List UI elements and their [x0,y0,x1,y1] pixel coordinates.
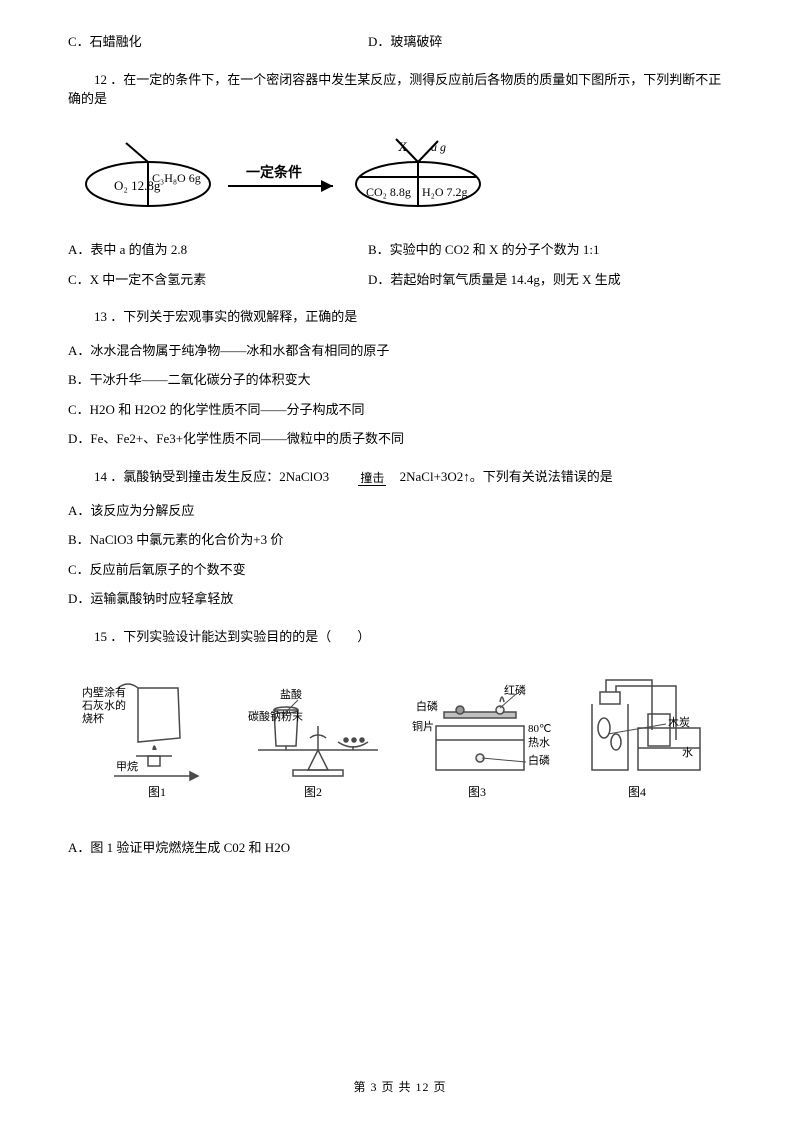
q14-opt-a: A．该反应为分解反应 [68,501,732,521]
d-right-co2: CO₂ 8.8g [366,185,411,199]
q14-opt-d: D．运输氯酸钠时应轻拿轻放 [68,589,732,609]
fig3-icon [436,697,524,770]
q14-stem: 14 ．氯酸钠受到撞击发生反应：2NaClO3 撞击 2NaCl+3O2↑。下列… [68,467,732,487]
f2-t1: 盐酸 [280,687,302,701]
d-arrow-label: 一定条件 [246,164,302,181]
frac-bot [389,471,396,485]
d-right-h2o: H₂O 7.2g [422,185,468,199]
q13-number: 13 ． [94,309,123,324]
f3-t5: 白磷 [528,753,550,767]
f1-t2: 石灰水的 [82,698,126,712]
q14-opt-b: B．NaClO3 中氯元素的化合价为+3 价 [68,530,732,550]
d-left-c3h8o: C₃H₈O 6g [152,171,201,185]
q12-number: 12 ． [94,72,123,87]
q12-opt-b: B．实验中的 CO2 和 X 的分子个数为 1:1 [368,240,732,260]
q11-opt-c: C．石蜡融化 [68,32,368,52]
q12-stem: 12 ．在一定的条件下，在一个密闭容器中发生某反应，测得反应前后各物质的质量如下… [68,70,732,109]
q14-opt-c: C．反应前后氧原子的个数不变 [68,560,732,580]
q12-opt-d: D．若起始时氧气质量是 14.4g，则无 X 生成 [368,270,732,290]
q12-diagram: O₂ 12.8g C₃H₈O 6g 一定条件 X a g CO₂ 8.8g H₂… [68,129,732,225]
frac-top: 撞击 [358,471,386,486]
f3-label: 图3 [468,785,486,799]
f1-t1: 内壁涂有 [82,685,126,699]
q15-number: 15 ． [94,629,123,644]
d-right-x: X [398,139,408,154]
q13-opt-b: B．干冰升华——二氧化碳分子的体积变大 [68,370,732,390]
q13-stem: 13 ．下列关于宏观事实的微观解释，正确的是 [68,307,732,327]
q12-stem-text: 在一定的条件下，在一个密闭容器中发生某反应，测得反应前后各物质的质量如下图所示，… [68,72,721,107]
q12-opts-ab: A．表中 a 的值为 2.8 B．实验中的 CO2 和 X 的分子个数为 1:1 [68,240,732,260]
q15-stem-text: 下列实验设计能达到实验目的的是（ ） [123,629,370,644]
q14-number: 14 ． [94,469,123,484]
q13-opt-c: C．H2O 和 H2O2 的化学性质不同——分子构成不同 [68,400,732,420]
q14-stem-b: 2NaCl+3O2↑。下列有关说法错误的是 [400,469,613,484]
f3-t3: 80℃ [528,723,551,735]
q13-opt-d: D．Fe、Fe2+、Fe3+化学性质不同——微粒中的质子数不同 [68,429,732,449]
q15-figure-set: 内壁涂有 石灰水的 烧杯 甲烷 图1 盐酸 碳酸钠粉末 图2 [68,670,732,826]
q12-opts-cd: C．X 中一定不含氢元素 D．若起始时氧气质量是 14.4g，则无 X 生成 [68,270,732,290]
page-footer: 第 3 页 共 12 页 [0,1078,800,1096]
q14-stem-a: 氯酸钠受到撞击发生反应：2NaClO3 [123,469,329,484]
f3-t4: 热水 [528,736,550,749]
q11-options-cd: C．石蜡融化 D．玻璃破碎 [68,32,732,52]
d-right-a: a g [431,140,446,154]
f4-label: 图4 [628,785,646,799]
f2-t2: 碳酸钠粉末 [248,709,303,723]
q12-opt-a: A．表中 a 的值为 2.8 [68,240,368,260]
f4-t2: 水 [682,746,693,759]
q15-stem: 15 ．下列实验设计能达到实验目的的是（ ） [68,627,732,647]
f2-label: 图2 [304,785,322,799]
f1-t4: 甲烷 [116,759,138,773]
f3-t2: 白磷 [416,699,438,713]
q13-stem-text: 下列关于宏观事实的微观解释，正确的是 [123,309,357,324]
reaction-arrow: 撞击 [332,469,396,487]
q13-opt-a: A．冰水混合物属于纯净物——冰和水都含有相同的原子 [68,341,732,361]
q12-opt-c: C．X 中一定不含氢元素 [68,270,368,290]
q15-opt-a: A．图 1 验证甲烷燃烧生成 C02 和 H2O [68,838,732,858]
f4-t1: 木炭 [668,716,690,729]
f1-label: 图1 [148,785,166,799]
f1-t3: 烧杯 [82,711,104,725]
f3-t6: 铜片 [412,719,434,733]
q11-opt-d: D．玻璃破碎 [368,32,732,52]
